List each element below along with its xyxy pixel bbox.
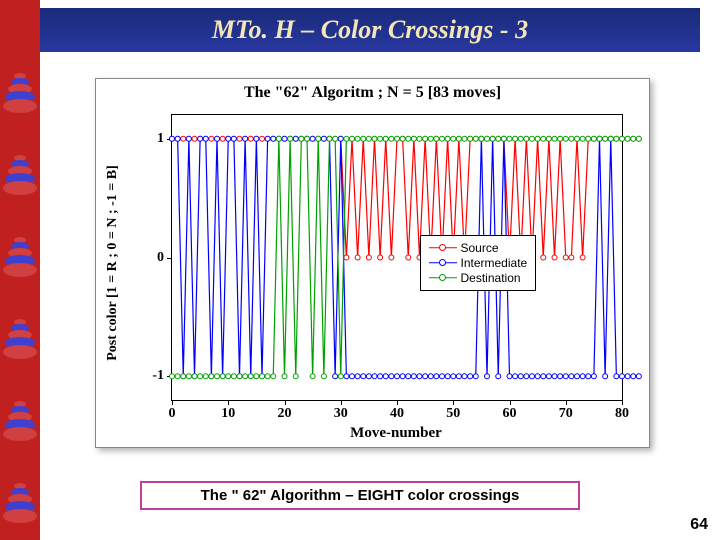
chart-title: The "62" Algoritm ; N = 5 [83 moves] — [96, 84, 649, 102]
page-number: 64 — [690, 516, 708, 534]
title-bar: MTo. H – Color Crossings - 3 — [40, 8, 700, 52]
page-title: MTo. H – Color Crossings - 3 — [212, 15, 528, 45]
chart-legend: SourceIntermediateDestination — [420, 235, 537, 291]
legend-label: Source — [461, 241, 499, 255]
slide: MTo. H – Color Crossings - 3 The "62" Al… — [0, 0, 720, 540]
y-axis-label: Post color [1 = R ; 0 = N ; -1 = B] — [105, 133, 121, 393]
caption-box: The " 62" Algorithm – EIGHT color crossi… — [140, 481, 580, 510]
plot-area: -10101020304050607080SourceIntermediateD… — [171, 114, 623, 401]
x-axis-label: Move-number — [171, 425, 621, 442]
legend-label: Destination — [461, 271, 521, 285]
chart-container: The "62" Algoritm ; N = 5 [83 moves] Pos… — [95, 78, 650, 448]
legend-label: Intermediate — [461, 256, 528, 270]
caption-text: The " 62" Algorithm – EIGHT color crossi… — [201, 487, 520, 504]
